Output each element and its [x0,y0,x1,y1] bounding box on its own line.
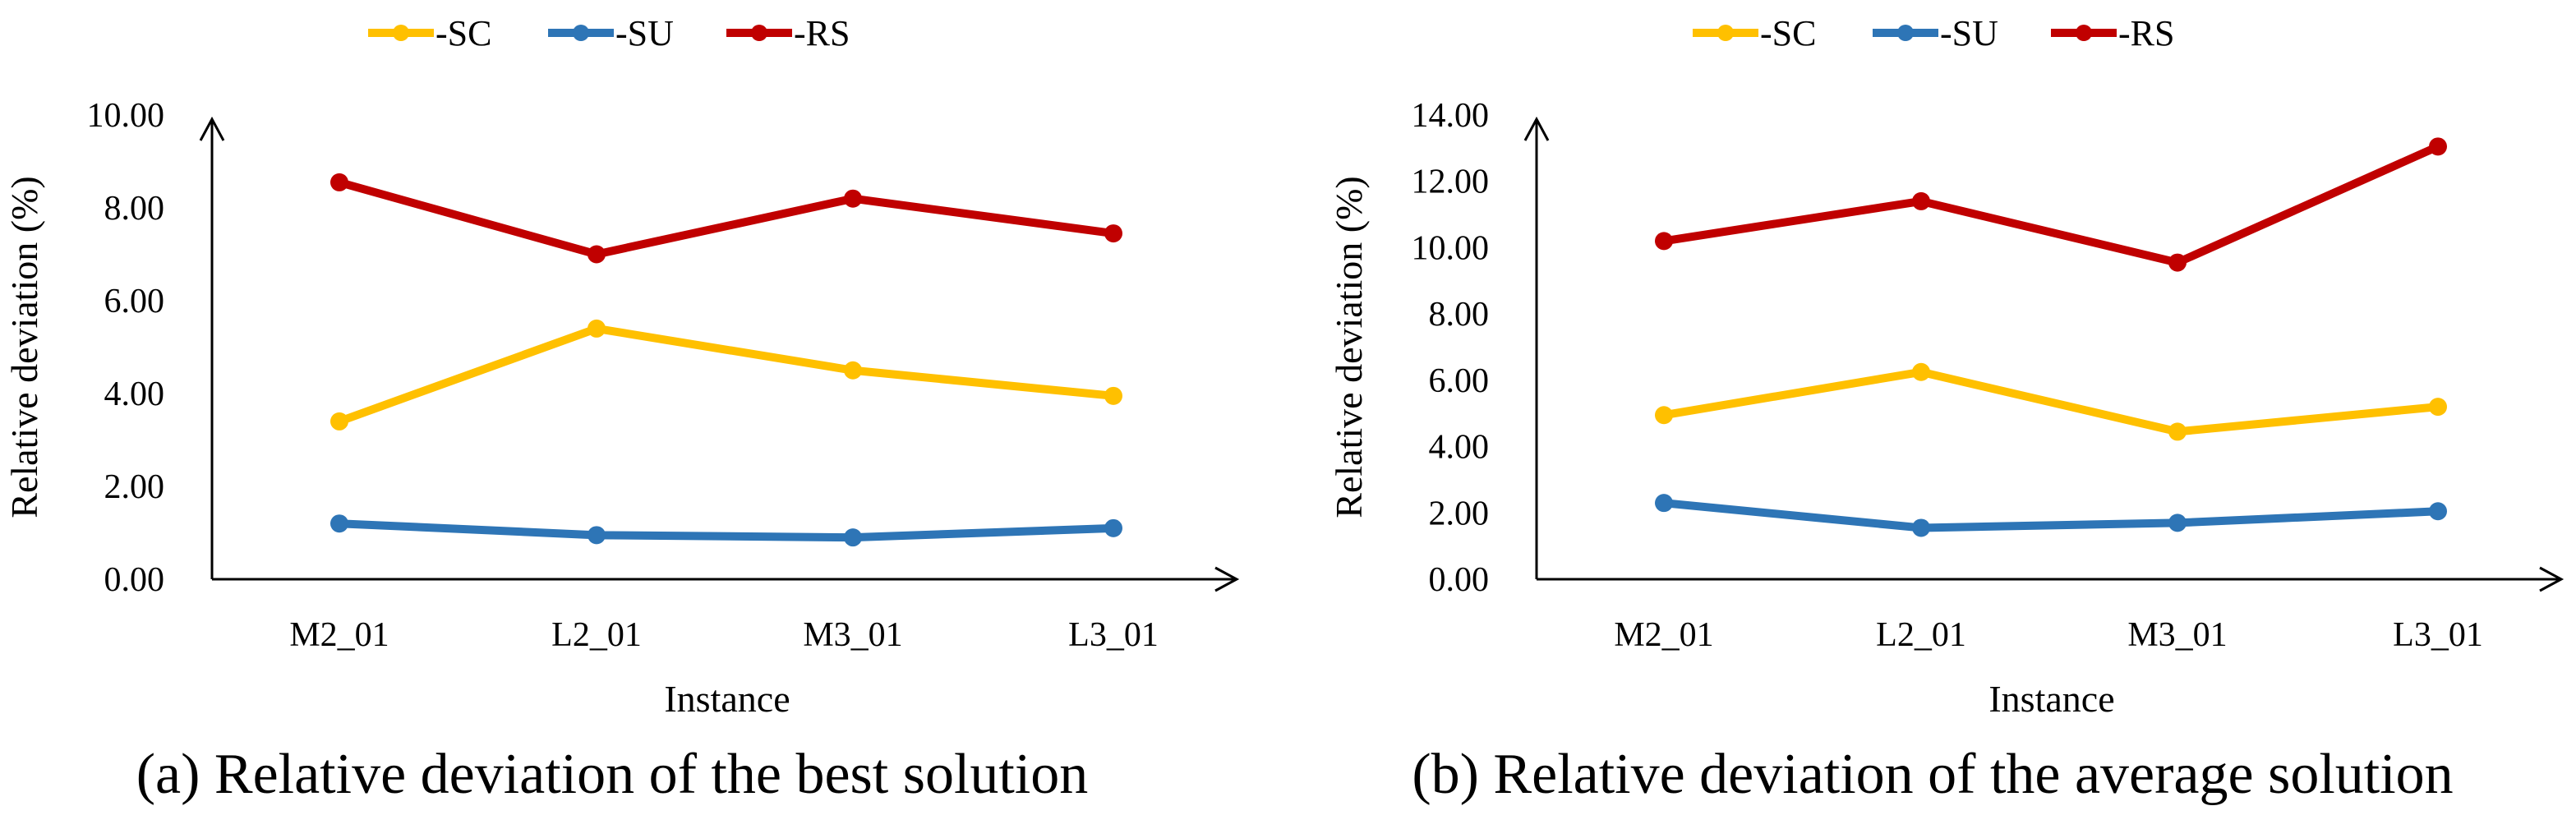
data-point-sc [1104,386,1122,405]
data-point-sc [588,319,606,338]
data-point-su [844,528,862,547]
x-axis-arrow [2539,566,2564,592]
series-line-su [1663,499,2439,532]
data-point-rs [844,189,862,208]
data-point-rs [2429,137,2447,156]
legend-label-su: -SU [1940,13,1998,53]
data-point-su [1912,518,1930,537]
x-tick-label: L2_01 [551,616,642,654]
y-axis-arrow [199,116,225,141]
chart-panel-a: -SC -SU -RS 0.00 2.00 4.00 6.00 8.00 10.00 M2_01 L… [3,13,1240,806]
series-line-sc [338,324,1114,426]
data-point-sc [1655,406,1673,425]
data-point-su [588,526,606,545]
y-axis-title: Relative deviation (%) [1328,176,1370,518]
y-tick-label: 10.00 [87,97,165,135]
data-point-sc [2429,398,2447,417]
legend-marker-su [573,25,589,41]
data-point-rs [1912,191,1930,210]
chart-caption: (b) Relative deviation of the average so… [1412,743,2453,806]
data-point-rs [330,173,348,191]
x-axis-title: Instance [1988,678,2114,720]
x-tick-label: M2_01 [289,616,389,654]
data-point-rs [1655,232,1673,251]
series-line-rs [1663,142,2440,267]
y-tick-label: 0.00 [104,561,165,599]
legend-marker-sc [1717,25,1734,41]
legend-label-rs: -RS [2118,13,2174,53]
data-point-rs [1104,224,1122,243]
legend-marker-rs [751,25,767,41]
y-tick-label: 14.00 [1412,97,1490,135]
data-point-sc [1912,362,1930,381]
y-tick-label: 4.00 [104,375,165,413]
y-tick-label: 12.00 [1412,163,1490,201]
chart-panel-b: -SC -SU -RS 0.00 2.00 4.00 6.00 8.00 10.00 12.00 1… [1328,13,2564,806]
series-line-rs [338,178,1114,259]
x-tick-label: L3_01 [2393,616,2483,654]
series-line-su [339,519,1114,542]
y-axis-title: Relative deviation (%) [3,176,45,518]
data-point-sc [844,361,862,380]
data-point-su [2429,502,2447,521]
chart-caption: (a) Relative deviation of the best solut… [136,743,1089,806]
y-tick-label: 8.00 [1429,296,1490,334]
y-tick-label: 4.00 [1429,429,1490,467]
y-axis-arrow [1523,116,1550,141]
data-point-su [1655,494,1673,513]
y-tick-label: 2.00 [104,468,165,506]
legend-marker-rs [2076,25,2092,41]
series-line-sc [1663,367,2439,436]
data-point-su [330,514,348,533]
data-point-sc [330,412,348,431]
legend-marker-sc [393,25,409,41]
y-tick-label: 6.00 [1429,362,1490,400]
x-tick-label: L3_01 [1068,616,1159,654]
x-tick-label: M3_01 [803,616,902,654]
data-point-su [1104,518,1122,537]
legend-label-sc: -SC [1760,13,1816,53]
x-tick-label: M3_01 [2127,616,2227,654]
data-point-sc [2168,422,2187,441]
data-point-rs [2168,253,2187,272]
x-tick-label: L2_01 [1876,616,1966,654]
y-tick-label: 0.00 [1429,561,1490,599]
data-point-su [2168,514,2187,532]
legend-label-su: -SU [615,13,674,53]
y-tick-label: 6.00 [104,283,165,320]
legend-label-rs: -RS [794,13,850,53]
y-tick-label: 2.00 [1429,495,1490,532]
y-tick-label: 10.00 [1412,229,1490,267]
x-tick-label: M2_01 [1614,616,1713,654]
data-point-rs [588,245,606,264]
legend-label-sc: -SC [435,13,491,53]
legend-marker-su [1897,25,1914,41]
y-tick-label: 8.00 [104,190,165,228]
x-axis-title: Instance [664,678,790,720]
x-axis-arrow [1214,566,1240,592]
